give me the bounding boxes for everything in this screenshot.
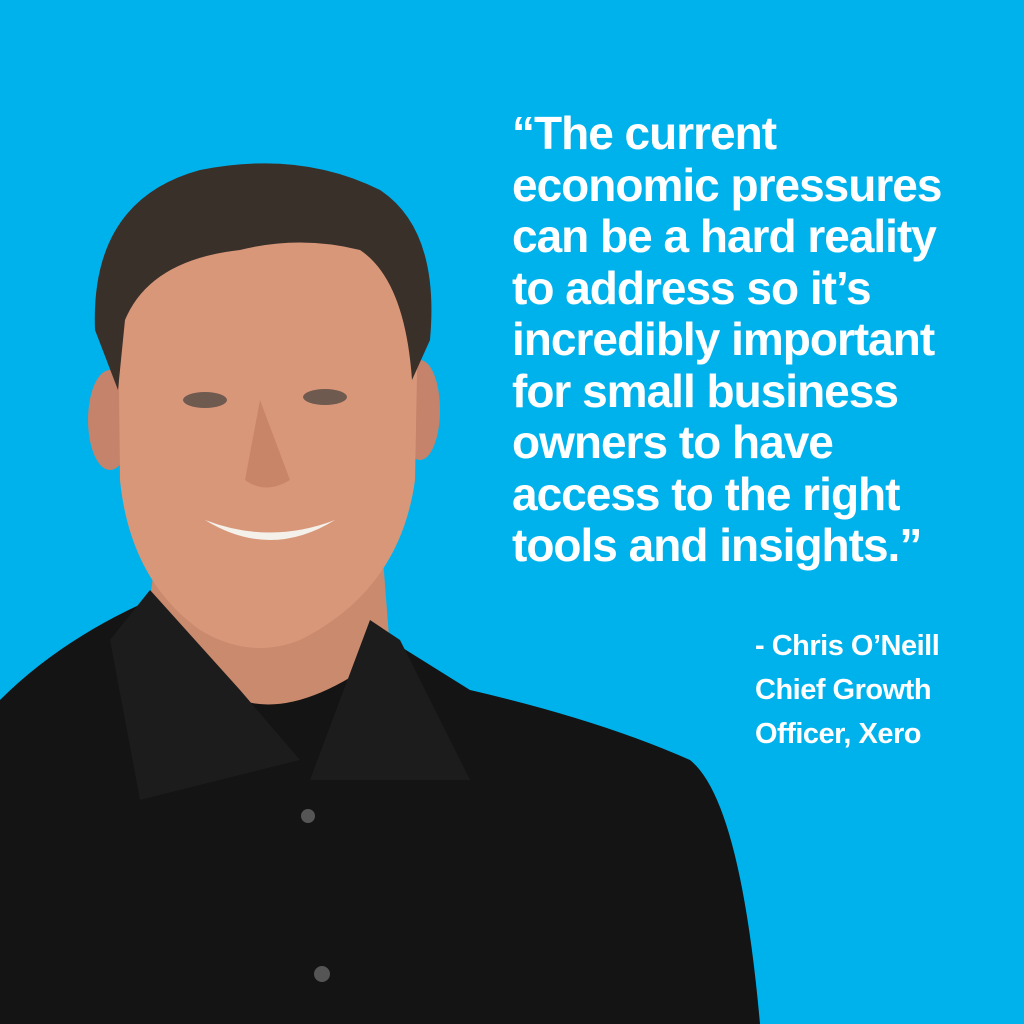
- attribution-title: Chief Growth: [755, 674, 932, 706]
- shirt-button: [301, 809, 315, 823]
- quote-line: economic pressures: [512, 158, 942, 211]
- quote-line: to address so it’s: [512, 261, 872, 314]
- smile: [205, 520, 335, 540]
- quote-line: “The current: [512, 107, 777, 159]
- hair: [94, 163, 432, 390]
- attribution-title: Officer, Xero: [755, 718, 921, 750]
- quote-line: for small business: [512, 364, 899, 417]
- quote-line: access to the right: [512, 467, 900, 520]
- quote-line: tools and insights.”: [512, 519, 922, 571]
- quote-line: owners to have: [512, 416, 834, 468]
- collar: [110, 590, 300, 800]
- quote-text: “The current economic pressures can be a…: [512, 107, 1012, 572]
- attribution-name: - Chris O’Neill: [755, 630, 940, 662]
- quote-line: incredibly important: [512, 313, 935, 365]
- quote-line: can be a hard reality: [512, 210, 937, 262]
- shirt-button: [314, 966, 330, 982]
- attribution: - Chris O’Neill Chief Growth Officer, Xe…: [755, 624, 940, 756]
